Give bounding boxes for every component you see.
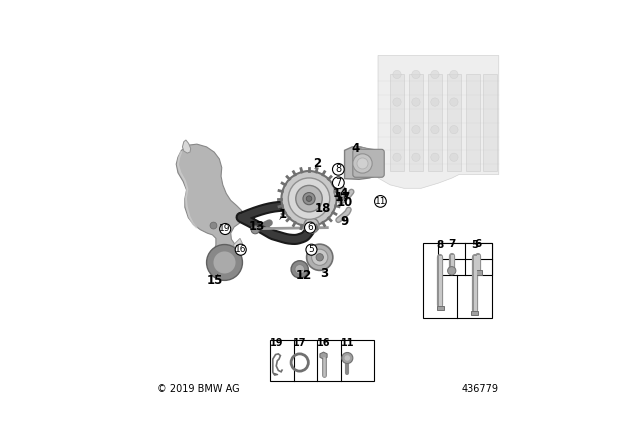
Circle shape <box>431 70 439 78</box>
Circle shape <box>412 153 420 161</box>
Circle shape <box>431 153 439 161</box>
Circle shape <box>431 98 439 106</box>
Circle shape <box>450 153 458 161</box>
Circle shape <box>334 185 346 198</box>
Text: 5: 5 <box>471 240 478 250</box>
Text: 9: 9 <box>340 215 349 228</box>
Circle shape <box>342 353 353 363</box>
Text: 10: 10 <box>337 196 353 209</box>
Circle shape <box>353 154 372 173</box>
FancyBboxPatch shape <box>353 149 384 177</box>
Circle shape <box>393 98 401 106</box>
Bar <box>428 74 442 171</box>
Polygon shape <box>273 373 278 375</box>
Text: 436779: 436779 <box>461 383 499 393</box>
Circle shape <box>220 224 231 234</box>
Circle shape <box>306 244 317 255</box>
Circle shape <box>236 244 246 255</box>
Text: 4: 4 <box>351 142 360 155</box>
Circle shape <box>412 125 420 134</box>
Circle shape <box>207 245 243 280</box>
Circle shape <box>393 153 401 161</box>
Circle shape <box>303 193 315 205</box>
Bar <box>409 74 423 171</box>
Circle shape <box>296 185 323 212</box>
Bar <box>471 311 478 315</box>
Circle shape <box>289 178 330 220</box>
Polygon shape <box>378 56 499 188</box>
Circle shape <box>316 254 323 261</box>
Circle shape <box>450 125 458 134</box>
Text: 12: 12 <box>296 269 312 282</box>
Text: 8: 8 <box>436 240 444 250</box>
Circle shape <box>282 171 337 226</box>
Circle shape <box>447 267 456 275</box>
Circle shape <box>450 98 458 106</box>
Bar <box>483 74 497 171</box>
Circle shape <box>214 251 236 273</box>
Text: 8: 8 <box>335 164 341 174</box>
Polygon shape <box>182 140 191 153</box>
Bar <box>270 340 374 382</box>
Text: 14: 14 <box>333 187 349 200</box>
Text: 7: 7 <box>448 239 456 249</box>
Circle shape <box>393 70 401 78</box>
Text: 1: 1 <box>279 208 287 221</box>
Text: 16: 16 <box>235 245 246 254</box>
Circle shape <box>210 222 217 229</box>
Text: 19: 19 <box>269 338 283 348</box>
Bar <box>390 74 404 171</box>
Polygon shape <box>233 238 243 250</box>
Text: 17: 17 <box>293 338 307 348</box>
Circle shape <box>304 218 319 233</box>
Text: 11: 11 <box>340 338 354 348</box>
Text: 5: 5 <box>308 245 314 254</box>
Circle shape <box>295 265 305 274</box>
Text: 19: 19 <box>220 224 231 233</box>
Circle shape <box>393 125 401 134</box>
Text: 18: 18 <box>314 202 331 215</box>
Text: 2: 2 <box>314 157 322 170</box>
Polygon shape <box>320 352 327 359</box>
Circle shape <box>344 355 350 361</box>
Circle shape <box>450 70 458 78</box>
Text: 7: 7 <box>335 178 342 188</box>
Text: 3: 3 <box>321 267 328 280</box>
Bar <box>466 74 480 171</box>
Circle shape <box>337 188 344 195</box>
Circle shape <box>333 177 344 189</box>
Bar <box>423 244 492 318</box>
Circle shape <box>333 164 344 175</box>
Polygon shape <box>354 147 381 175</box>
Text: © 2019 BMW AG: © 2019 BMW AG <box>157 383 240 393</box>
Text: 11: 11 <box>374 197 386 206</box>
Circle shape <box>412 98 420 106</box>
Bar <box>438 244 492 275</box>
Circle shape <box>251 225 259 234</box>
Circle shape <box>305 222 316 233</box>
Text: 17: 17 <box>334 191 351 204</box>
Circle shape <box>307 244 333 271</box>
Circle shape <box>357 158 368 169</box>
Bar <box>436 306 444 310</box>
Bar <box>447 74 461 171</box>
Circle shape <box>431 125 439 134</box>
Polygon shape <box>344 147 383 179</box>
Circle shape <box>374 195 387 207</box>
Text: 6: 6 <box>307 223 313 232</box>
Text: 13: 13 <box>248 220 265 233</box>
Text: 6: 6 <box>475 239 482 249</box>
Circle shape <box>291 261 308 278</box>
Circle shape <box>412 70 420 78</box>
Circle shape <box>307 196 312 202</box>
Circle shape <box>308 222 316 229</box>
Text: 15: 15 <box>207 274 223 287</box>
Bar <box>475 271 482 275</box>
Circle shape <box>312 249 328 265</box>
Polygon shape <box>176 144 243 271</box>
Text: 16: 16 <box>317 338 330 348</box>
